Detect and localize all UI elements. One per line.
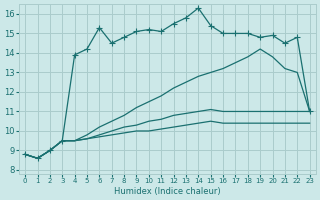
- X-axis label: Humidex (Indice chaleur): Humidex (Indice chaleur): [114, 187, 221, 196]
